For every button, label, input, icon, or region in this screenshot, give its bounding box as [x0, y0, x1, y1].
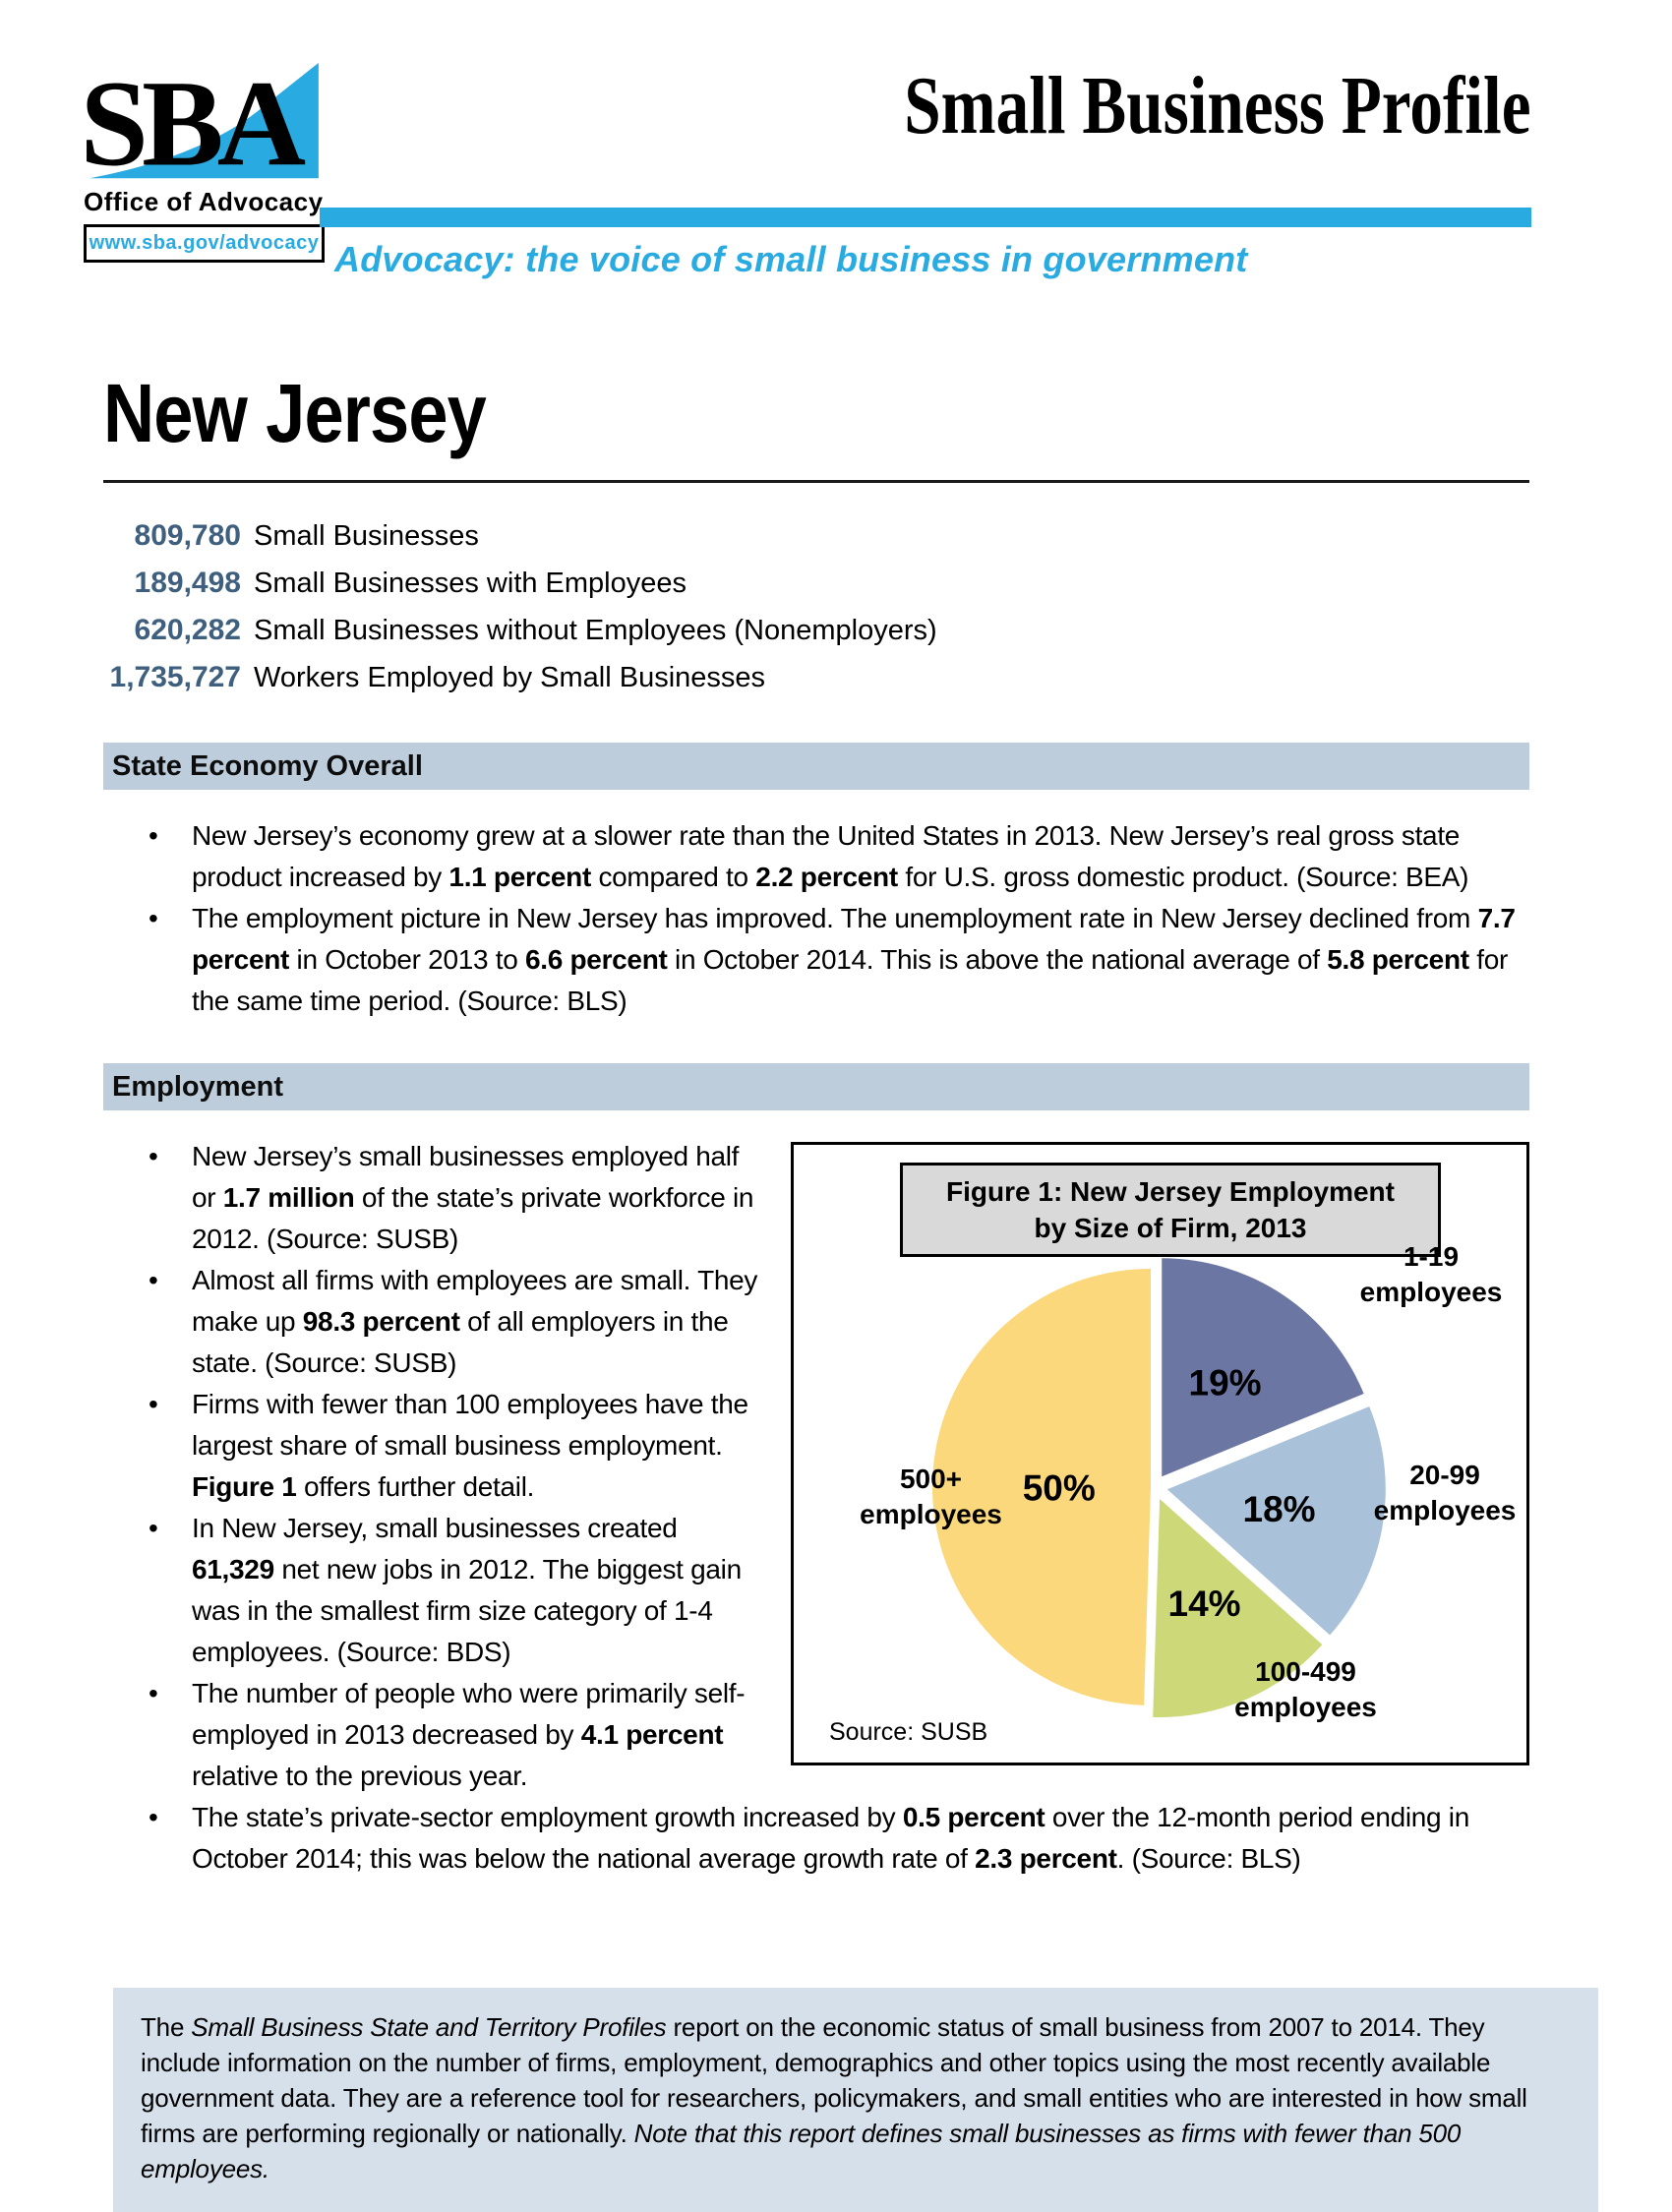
title-rule — [103, 480, 1529, 483]
content-column: New Jersey 809,780 Small Businesses 189,… — [103, 295, 1598, 2212]
advocacy-tagline: Advocacy: the voice of small business in… — [334, 239, 1248, 279]
stat-row-with-employees: 189,498 Small Businesses with Employees — [103, 560, 1529, 607]
employment-body: 19% 18% 14% 50% Figure 1: New Jersey Employ… — [103, 1136, 1529, 1880]
employment-bullet: In New Jersey, small businesses created … — [103, 1508, 1529, 1673]
sba-logo-icon: SBA — [84, 57, 319, 187]
profile-title: Small Business Profile — [904, 60, 1531, 151]
advocacy-link[interactable]: www.sba.gov/advocacy — [84, 224, 325, 263]
section-header-state-economy: State Economy Overall — [103, 743, 1529, 790]
sba-logo-block: SBA Office of Advocacy www.sba.gov/advoc… — [84, 57, 325, 263]
economy-bullet: New Jersey’s economy grew at a slower ra… — [103, 815, 1529, 898]
stat-value: 189,498 — [134, 567, 241, 599]
stat-value: 620,282 — [134, 614, 241, 646]
header-blue-bar — [320, 208, 1531, 227]
state-title: New Jersey — [103, 367, 487, 459]
stat-value: 1,735,727 — [109, 661, 241, 693]
key-stats: 809,780 Small Businesses 189,498 Small B… — [103, 512, 1529, 701]
stat-label: Small Businesses without Employees (None… — [254, 615, 937, 646]
report-description-note: The Small Business State and Territory P… — [113, 1988, 1598, 2212]
stat-row-nonemployers: 620,282 Small Businesses without Employe… — [103, 607, 1529, 654]
document-page: SBA Office of Advocacy www.sba.gov/advoc… — [0, 0, 1672, 2164]
stat-label: Workers Employed by Small Businesses — [254, 662, 766, 693]
economy-bullet: The employment picture in New Jersey has… — [103, 898, 1529, 1022]
section-header-employment: Employment — [103, 1063, 1529, 1110]
employment-bullet: The number of people who were primarily … — [103, 1673, 1529, 1797]
stat-value: 809,780 — [134, 519, 241, 552]
stat-row-workers: 1,735,727 Workers Employed by Small Busi… — [103, 654, 1529, 701]
stat-label: Small Businesses with Employees — [254, 568, 687, 599]
employment-bullet: Almost all firms with employees are smal… — [103, 1260, 1529, 1384]
sba-logo-text: SBA — [84, 57, 306, 187]
stat-row-small-businesses: 809,780 Small Businesses — [103, 512, 1529, 560]
office-of-advocacy-label: Office of Advocacy — [84, 187, 324, 216]
employment-bullet: New Jersey’s small businesses employed h… — [103, 1136, 1529, 1260]
stat-label: Small Businesses — [254, 520, 479, 552]
employment-bullet: Firms with fewer than 100 employees have… — [103, 1384, 1529, 1508]
employment-bullet-list: New Jersey’s small businesses employed h… — [103, 1136, 1529, 1880]
employment-bullet: The state’s private-sector employment gr… — [103, 1797, 1529, 1880]
economy-bullet-list: New Jersey’s economy grew at a slower ra… — [103, 815, 1529, 1022]
masthead: SBA Office of Advocacy www.sba.gov/advoc… — [0, 0, 1672, 295]
